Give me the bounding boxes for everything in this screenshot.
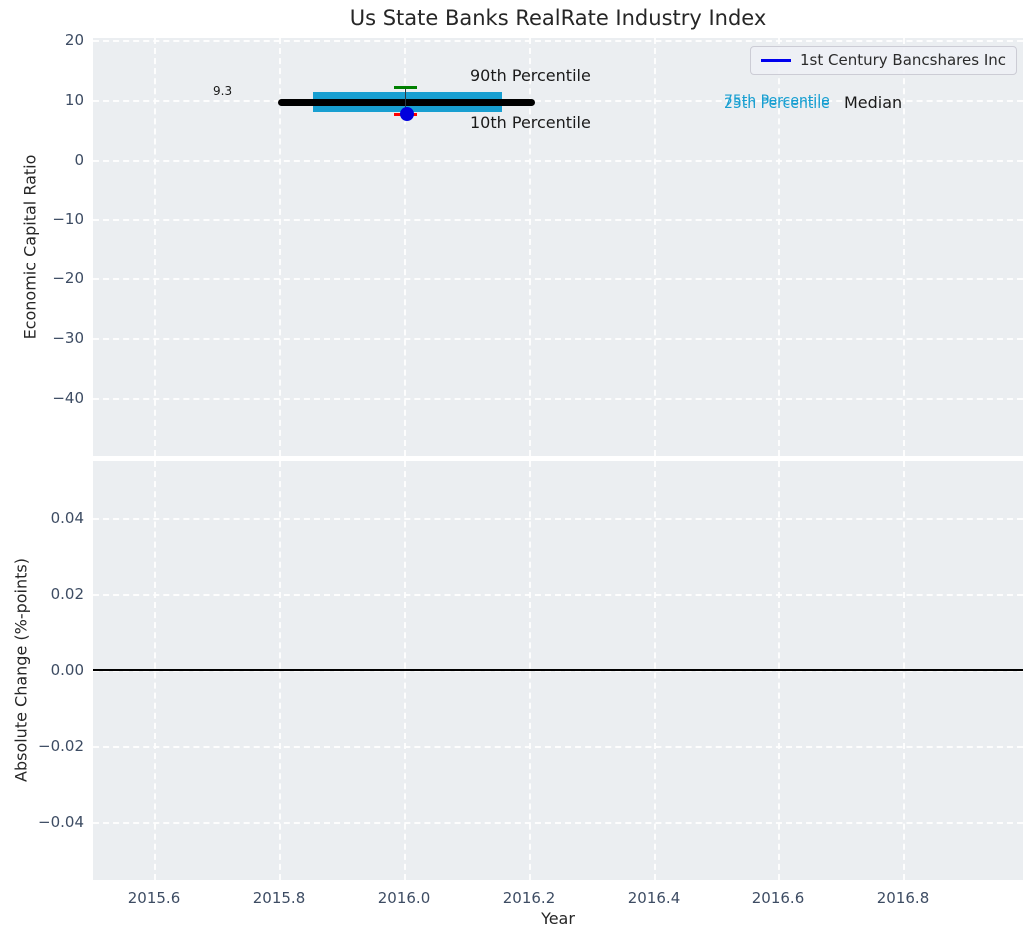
gridline [93, 100, 1023, 102]
y-tick-label: −0.02 [38, 737, 84, 755]
y-tick-label: −40 [52, 389, 84, 407]
x-tick-label: 2016.8 [876, 889, 930, 907]
x-tick-label: 2015.8 [252, 889, 306, 907]
x-tick-label: 2016.2 [502, 889, 556, 907]
gridline [93, 338, 1023, 340]
gridline [93, 594, 1023, 596]
gridline [654, 38, 656, 456]
x-tick-label: 2016.4 [627, 889, 681, 907]
gridline [93, 822, 1023, 824]
gridline [93, 219, 1023, 221]
zero-line [93, 669, 1023, 671]
top-y-axis-label: Economic Capital Ratio [20, 154, 40, 340]
y-tick-label: −10 [52, 210, 84, 228]
p10-annotation: 10th Percentile [470, 113, 591, 132]
y-tick-label: −20 [52, 269, 84, 287]
legend: 1st Century Bancshares Inc [750, 46, 1017, 75]
y-tick-label: 20 [64, 31, 84, 49]
gridline [404, 38, 406, 456]
y-tick-label: 0.00 [50, 661, 84, 679]
p75-annotation: 75th Percentile [724, 93, 830, 109]
gridline [93, 278, 1023, 280]
gridline [93, 398, 1023, 400]
legend-label: 1st Century Bancshares Inc [800, 51, 1006, 69]
gridline [279, 38, 281, 456]
gridline [778, 38, 780, 456]
gridline [93, 160, 1023, 162]
top-plot-area: 9.3 90th Percentile 10th Percentile 75th… [93, 38, 1023, 456]
median-annotation: Median [844, 93, 903, 112]
company-point-marker [400, 107, 414, 121]
bottom-y-axis-label: Absolute Change (%-points) [11, 558, 31, 782]
y-tick-label: 0 [74, 151, 84, 169]
y-tick-label: 0.04 [50, 509, 84, 527]
median-line [278, 99, 535, 106]
gridline [93, 746, 1023, 748]
gridline [903, 38, 905, 456]
bottom-plot-area [93, 461, 1023, 880]
x-axis-label: Year [541, 909, 575, 928]
x-tick-label: 2015.6 [127, 889, 181, 907]
chart-title: Us State Banks RealRate Industry Index [349, 6, 767, 30]
x-tick-label: 2016.6 [751, 889, 805, 907]
whisker-connector-line [405, 88, 406, 114]
p90-annotation: 90th Percentile [470, 66, 591, 85]
gridline [93, 40, 1023, 42]
y-tick-label: −30 [52, 329, 84, 347]
gridline [529, 38, 531, 456]
x-tick-label: 2016.0 [377, 889, 431, 907]
gridline [93, 518, 1023, 520]
gridline [93, 670, 1023, 672]
p25-annotation: 25th Percentile [724, 96, 830, 112]
gridline [154, 38, 156, 456]
legend-line-icon [761, 58, 791, 62]
y-tick-label: −0.04 [38, 813, 84, 831]
p90-whisker-cap [394, 86, 417, 89]
y-tick-label: 0.02 [50, 585, 84, 603]
y-tick-label: 10 [64, 91, 84, 109]
median-value-label: 9.3 [213, 84, 233, 98]
